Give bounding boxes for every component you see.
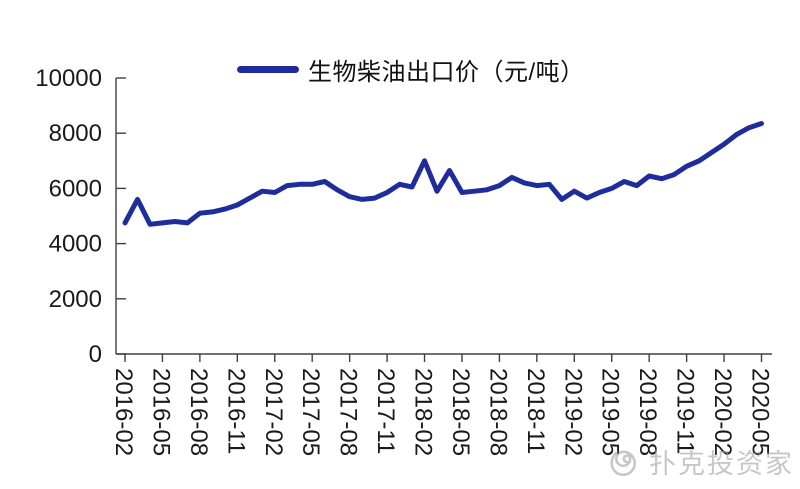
x-axis-tick-label: 2016-02 xyxy=(110,368,137,456)
x-axis-tick-label: 2017-02 xyxy=(260,368,287,456)
chart-legend: 生物柴油出口价（元/吨） xyxy=(237,52,585,87)
x-axis-tick-label: 2020-05 xyxy=(747,368,774,456)
x-axis-tick-label: 2017-08 xyxy=(335,368,362,456)
x-axis-tick-label: 2016-11 xyxy=(222,368,249,454)
x-axis-tick-label: 2018-11 xyxy=(522,368,549,454)
y-axis-tick-label: 2000 xyxy=(49,286,102,313)
x-axis-tick-label: 2016-08 xyxy=(185,368,212,456)
y-axis-tick-label: 6000 xyxy=(49,175,102,202)
y-axis-tick-label: 10000 xyxy=(35,65,102,92)
y-axis-tick-label: 8000 xyxy=(49,120,102,147)
legend-line-swatch xyxy=(237,66,299,73)
x-axis-tick-label: 2019-11 xyxy=(672,368,699,454)
legend-label: 生物柴油出口价（元/吨） xyxy=(308,59,585,86)
x-axis-tick-label: 2016-05 xyxy=(147,368,174,456)
x-axis-tick-label: 2018-02 xyxy=(410,368,437,456)
x-axis-tick-label: 2017-05 xyxy=(297,368,324,456)
x-axis-tick-label: 2019-02 xyxy=(559,368,586,456)
x-axis-tick-label: 2018-08 xyxy=(484,368,511,456)
x-axis-tick-label: 2019-08 xyxy=(634,368,661,456)
x-axis-tick-label: 2018-05 xyxy=(447,368,474,456)
x-axis-tick-label: 2019-05 xyxy=(597,368,624,456)
y-axis-tick-label: 0 xyxy=(89,341,102,368)
x-axis-tick-label: 2020-02 xyxy=(709,368,736,456)
x-axis-tick-label: 2017-11 xyxy=(372,368,399,454)
y-axis-tick-label: 4000 xyxy=(49,231,102,258)
series-line-biodiesel-export-price xyxy=(122,121,764,227)
